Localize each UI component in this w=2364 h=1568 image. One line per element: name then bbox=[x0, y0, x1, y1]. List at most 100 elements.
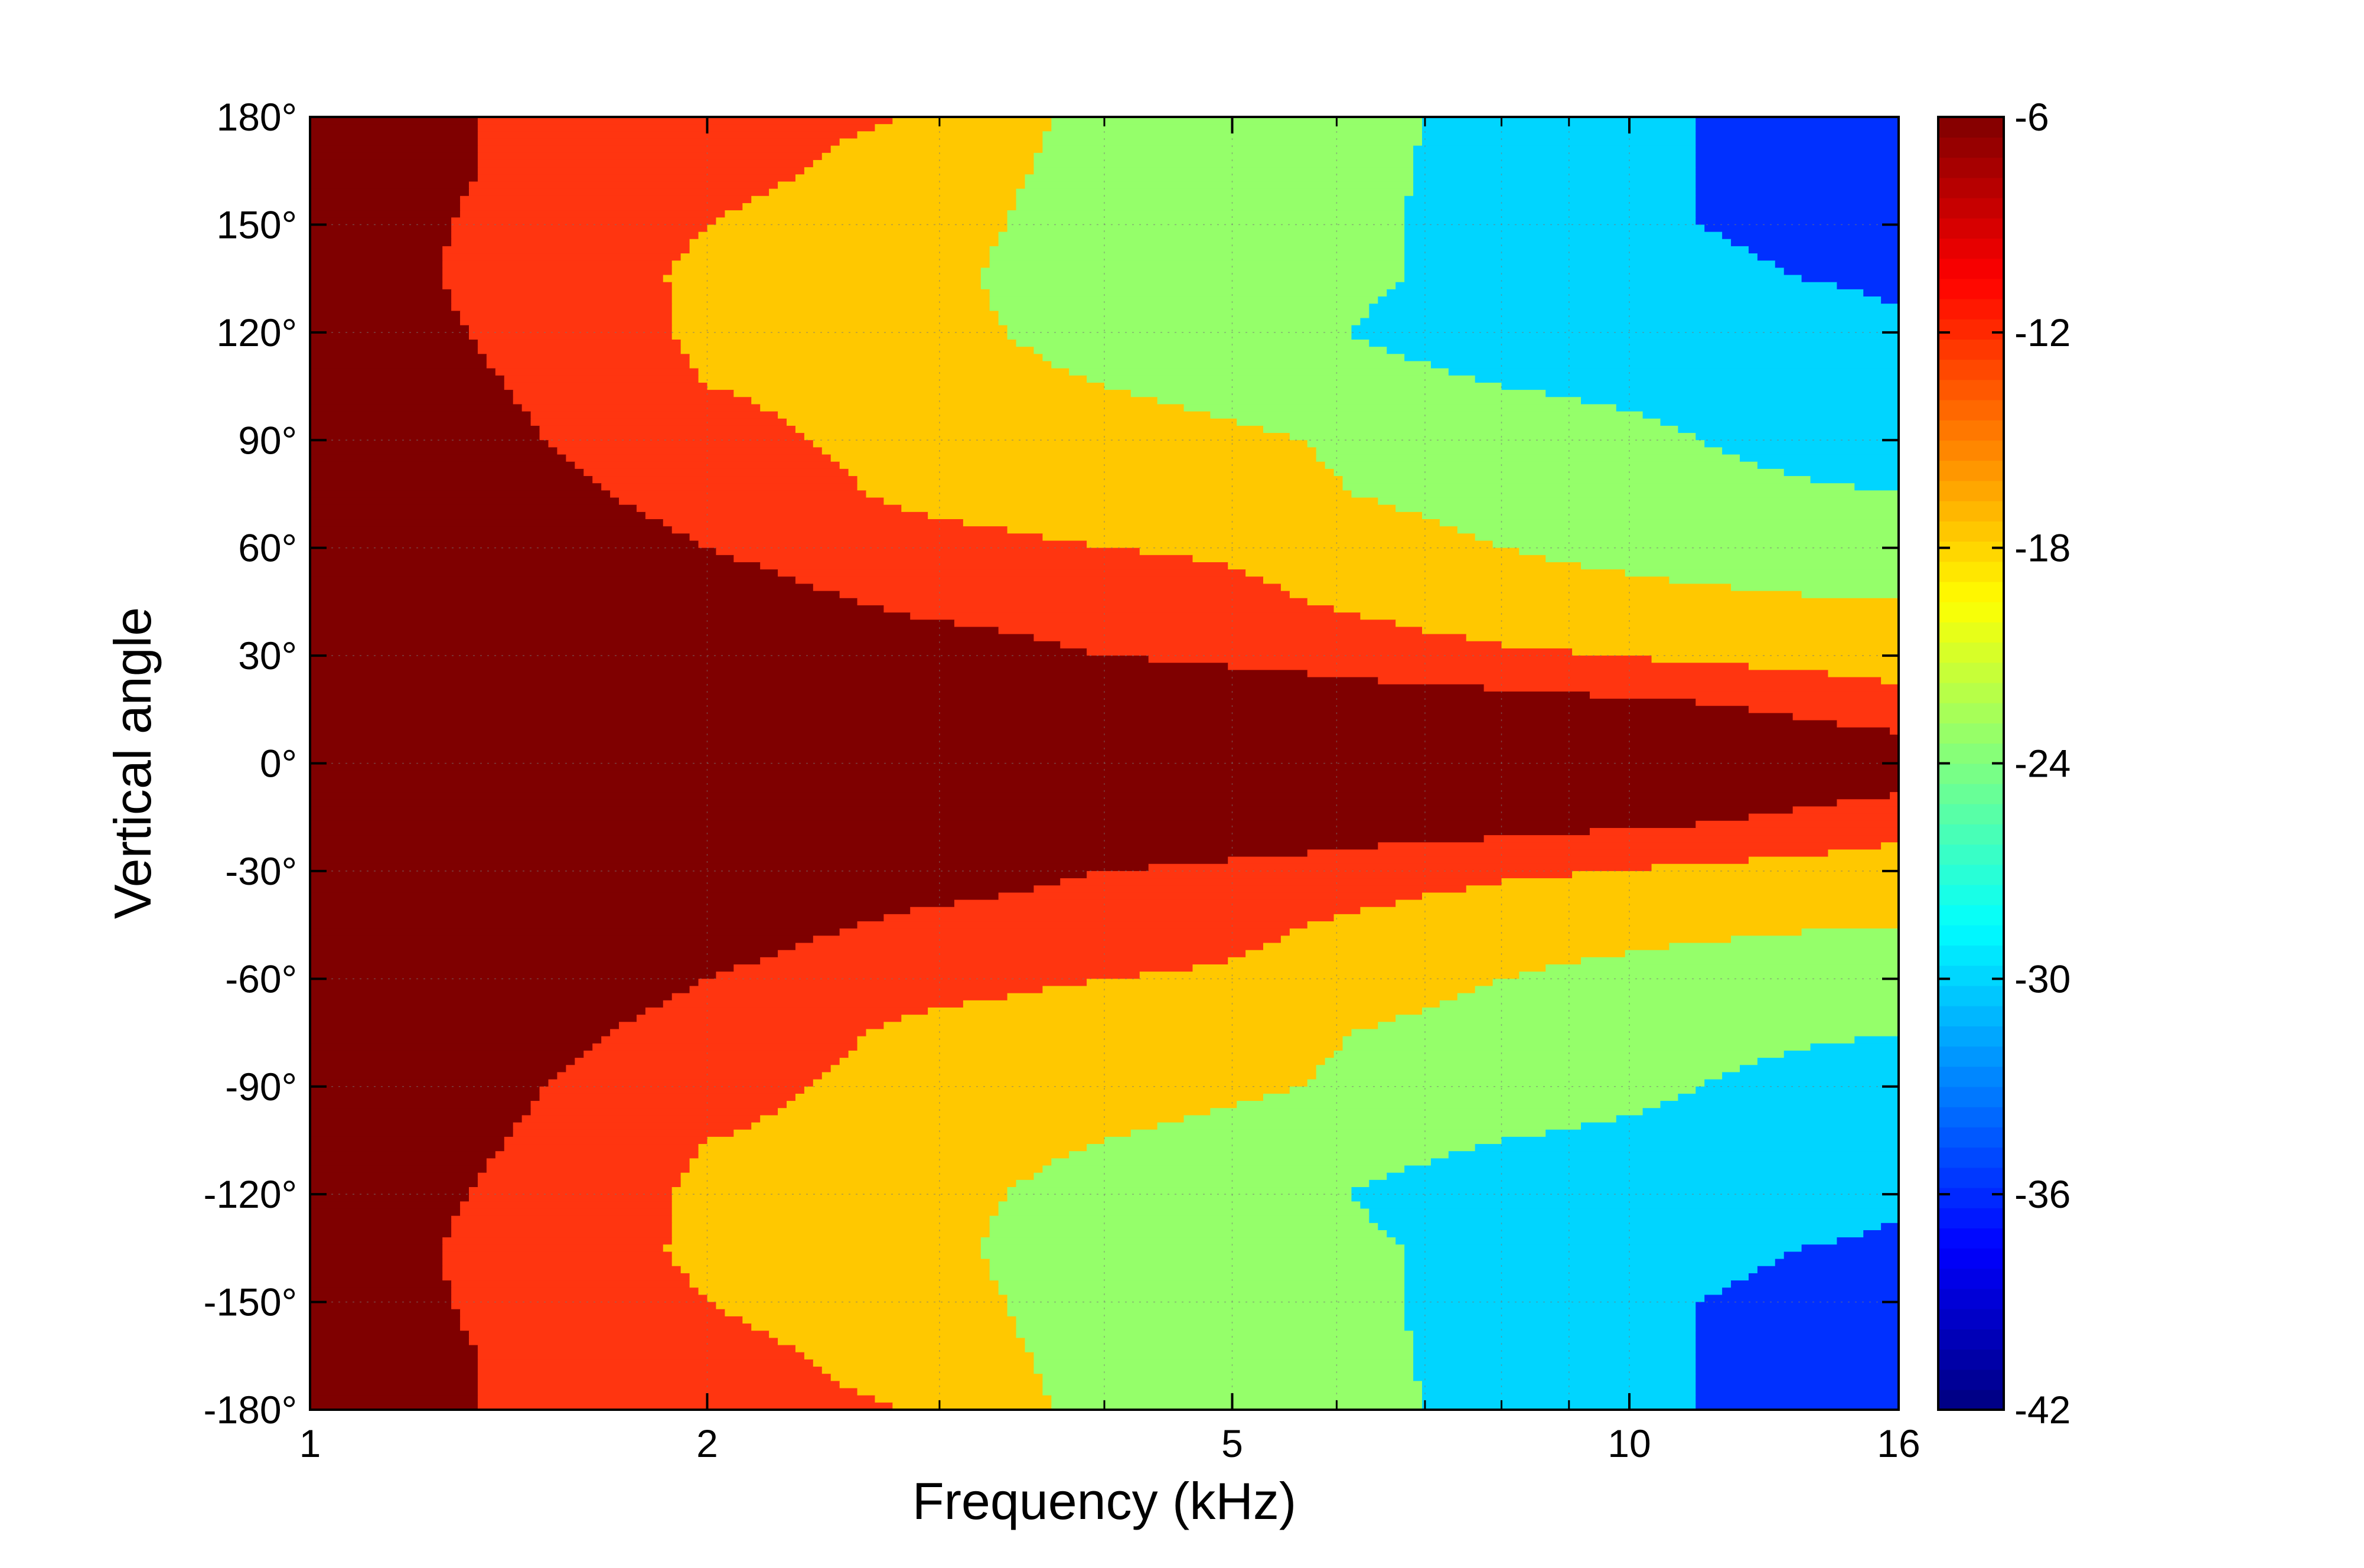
contour-cell bbox=[857, 598, 1308, 606]
contour-cell bbox=[1519, 547, 1899, 556]
contour-cell bbox=[1007, 1187, 1352, 1195]
colorbar-segment bbox=[1938, 925, 2004, 946]
contour-cell bbox=[689, 1273, 990, 1281]
contour-cell bbox=[1863, 289, 1899, 297]
contour-cell bbox=[1069, 1151, 1449, 1159]
colorbar-segment bbox=[1938, 1248, 2004, 1269]
y-tick-label: 30° bbox=[238, 634, 297, 677]
contour-cell bbox=[310, 1079, 549, 1087]
contour-cell bbox=[1801, 1244, 1899, 1253]
contour-cell bbox=[310, 699, 1697, 707]
contour-cell bbox=[1387, 1172, 1899, 1181]
contour-cell bbox=[469, 1187, 673, 1195]
contour-cell bbox=[1148, 656, 1652, 664]
contour-cell bbox=[989, 289, 1388, 297]
contour-cell bbox=[1881, 677, 1899, 685]
contour-cell bbox=[310, 354, 487, 362]
colorbar-segment bbox=[1938, 1046, 2004, 1067]
colorbar-segment bbox=[1938, 904, 2004, 925]
contour-cell bbox=[963, 519, 1440, 527]
y-axis: 180° 150° 120° 90° 60° 30° 0° -30° -60° -90° -120°… bbox=[204, 95, 1899, 1432]
contour-cell bbox=[477, 145, 832, 154]
contour-cell bbox=[310, 1122, 514, 1130]
contour-cell bbox=[451, 224, 708, 233]
contour-cell bbox=[310, 253, 443, 262]
contour-cell bbox=[1695, 1331, 1899, 1339]
contour-cell bbox=[310, 1251, 443, 1260]
contour-cell bbox=[310, 210, 461, 219]
contour-cell bbox=[310, 1395, 478, 1403]
contour-cell bbox=[698, 368, 1070, 376]
x-tick-label: 5 bbox=[1221, 1422, 1243, 1465]
contour-cell bbox=[310, 1338, 469, 1346]
contour-cell bbox=[310, 964, 735, 972]
contour-cell bbox=[477, 1395, 876, 1403]
contour-cell bbox=[310, 749, 1899, 757]
contour-cell bbox=[1475, 1144, 1899, 1152]
contour-cell bbox=[830, 1374, 1044, 1382]
contour-cell bbox=[310, 569, 778, 578]
contour-cell bbox=[1422, 1395, 1697, 1403]
contour-cell bbox=[1395, 899, 1899, 908]
contour-cell bbox=[998, 239, 1405, 247]
colorbar-segment bbox=[1938, 642, 2004, 663]
contour-cell bbox=[310, 174, 478, 182]
y-tick-label: -180° bbox=[204, 1388, 298, 1432]
contour-cell bbox=[310, 1201, 461, 1210]
colorbar-segment bbox=[1938, 622, 2004, 643]
contour-cell bbox=[1695, 159, 1899, 168]
contour-cell bbox=[742, 203, 1017, 211]
contour-cell bbox=[310, 1072, 558, 1080]
contour-cell bbox=[733, 964, 1194, 972]
contour-cell bbox=[1289, 433, 1697, 441]
contour-cell bbox=[451, 239, 690, 247]
contour-cell bbox=[1228, 856, 1749, 865]
contour-cell bbox=[1695, 1352, 1899, 1360]
contour-cell bbox=[1837, 282, 1899, 290]
contour-cell bbox=[310, 684, 1485, 692]
contour-cell bbox=[1439, 1000, 1899, 1008]
contour-cell bbox=[671, 260, 990, 269]
contour-cell bbox=[707, 382, 1105, 390]
contour-cell bbox=[1316, 1065, 1740, 1073]
contour-cell bbox=[442, 1251, 673, 1260]
contour-cell bbox=[477, 1381, 840, 1389]
contour-cell bbox=[1413, 167, 1697, 175]
contour-cell bbox=[1695, 124, 1899, 132]
contour-cell bbox=[310, 318, 461, 326]
contour-cell bbox=[310, 526, 673, 534]
contour-cell bbox=[857, 1043, 1344, 1051]
contour-cell bbox=[1237, 418, 1661, 426]
contour-cell bbox=[813, 440, 1308, 448]
contour-cell bbox=[1404, 246, 1749, 254]
contour-cell bbox=[804, 1352, 1035, 1360]
contour-cell bbox=[310, 1295, 452, 1303]
contour-cell bbox=[1263, 1093, 1679, 1101]
contour-cell bbox=[530, 411, 778, 419]
colorbar-segment bbox=[1938, 1349, 2004, 1370]
contour-cell bbox=[1378, 677, 1882, 685]
contour-cell bbox=[883, 497, 1379, 506]
contour-cell bbox=[1740, 1065, 1899, 1073]
contour-cell bbox=[813, 583, 1282, 592]
contour-cell bbox=[689, 986, 1044, 994]
contour-cell bbox=[539, 1093, 796, 1101]
y-tick-label: 90° bbox=[238, 418, 297, 462]
contour-cell bbox=[1854, 483, 1899, 491]
contour-cell bbox=[469, 325, 673, 333]
colorbar-segment bbox=[1938, 1207, 2004, 1228]
contour-cell bbox=[1854, 1036, 1899, 1044]
contour-cell bbox=[442, 1266, 682, 1274]
contour-cell bbox=[310, 504, 637, 513]
contour-cell bbox=[310, 332, 469, 340]
contour-cell bbox=[310, 1022, 619, 1030]
contour-cell bbox=[1033, 167, 1414, 175]
contour-cell bbox=[1413, 145, 1697, 154]
contour-cell bbox=[1422, 1381, 1697, 1389]
contour-cell bbox=[310, 591, 840, 599]
colorbar-segment bbox=[1938, 137, 2004, 158]
contour-cell bbox=[663, 1244, 982, 1253]
contour-cell bbox=[1210, 1108, 1644, 1116]
contour-cell bbox=[980, 268, 1405, 276]
contour-cell bbox=[310, 849, 1308, 858]
